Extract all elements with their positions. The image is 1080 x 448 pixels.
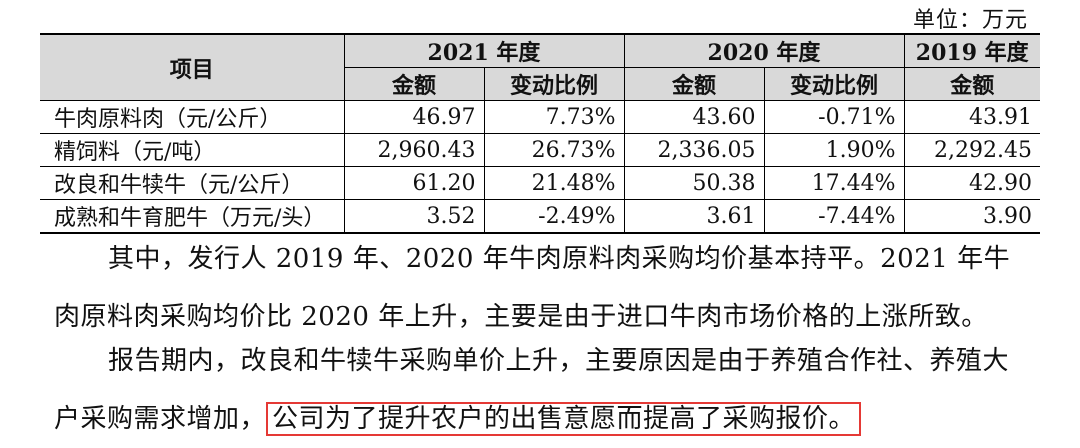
- change-2020: 17.44%: [763, 166, 905, 200]
- amount-2020: 3.61: [623, 199, 765, 233]
- header-year-2019: 2019 年度: [903, 34, 1040, 68]
- amount-2019: 2,292.45: [903, 133, 1040, 167]
- row-item: 牛肉原料肉（元/公斤）: [40, 100, 345, 134]
- amount-2019: 3.90: [903, 199, 1040, 233]
- change-2020: 1.90%: [763, 133, 905, 167]
- table-row: 精饲料（元/吨） 2,960.43 26.73% 2,336.05 1.90% …: [40, 133, 1040, 167]
- amount-2021: 3.52: [343, 199, 485, 233]
- header-year-2020: 2020 年度: [623, 34, 905, 68]
- paragraph-1: 其中，发行人 2019 年、2020 年牛肉原料肉采购均价基本持平。2021 年…: [54, 230, 1034, 346]
- table-row: 改良和牛犊牛（元/公斤） 61.20 21.48% 50.38 17.44% 4…: [40, 166, 1040, 200]
- subheader-amount: 金额: [903, 67, 1040, 101]
- subheader-amount: 金额: [344, 67, 485, 101]
- amount-2020: 43.60: [623, 100, 765, 134]
- paragraph-1-text: 其中，发行人 2019 年、2020 年牛肉原料肉采购均价基本持平。2021 年…: [54, 244, 1011, 332]
- amount-2021: 46.97: [343, 100, 485, 134]
- header-item: 项目: [40, 34, 345, 101]
- subheader-amount: 金额: [623, 67, 765, 101]
- change-2021: 7.73%: [483, 100, 625, 134]
- table-row: 成熟和牛育肥牛（万元/头） 3.52 -2.49% 3.61 -7.44% 3.…: [40, 199, 1040, 233]
- subheader-change: 变动比例: [483, 67, 625, 101]
- amount-2019: 42.90: [903, 166, 1040, 200]
- change-2020: -0.71%: [763, 100, 905, 134]
- change-2021: 26.73%: [483, 133, 625, 167]
- change-2021: 21.48%: [483, 166, 625, 200]
- table-subheader-row: 金额 变动比例 金额 变动比例 金额: [40, 67, 1040, 101]
- paragraph-2-text: 报告期内，改良和牛犊牛采购单价上升，主要原因是由于养殖合作社、养殖大户采购需求增…: [54, 346, 1010, 434]
- amount-2020: 50.38: [623, 166, 765, 200]
- paragraph-2: 报告期内，改良和牛犊牛采购单价上升，主要原因是由于养殖合作社、养殖大户采购需求增…: [54, 332, 1034, 448]
- row-item: 成熟和牛育肥牛（万元/头）: [40, 199, 345, 233]
- purchase-price-table: 项目 2021 年度 2020 年度 2019 年度 金额 变动比例 金额 变动…: [40, 33, 1040, 234]
- table-row: 牛肉原料肉（元/公斤） 46.97 7.73% 43.60 -0.71% 43.…: [40, 100, 1040, 134]
- unit-label: 单位：万元: [912, 8, 1028, 33]
- header-year-2021: 2021 年度: [343, 34, 625, 68]
- amount-2021: 61.20: [343, 166, 485, 200]
- subheader-change: 变动比例: [763, 67, 905, 101]
- row-item: 改良和牛犊牛（元/公斤）: [40, 166, 345, 200]
- change-2021: -2.49%: [483, 199, 625, 233]
- row-item: 精饲料（元/吨）: [40, 133, 345, 167]
- amount-2021: 2,960.43: [343, 133, 485, 167]
- highlighted-sentence: 公司为了提升农户的出售意愿而提高了采购报价。: [266, 402, 862, 436]
- amount-2020: 2,336.05: [623, 133, 765, 167]
- change-2020: -7.44%: [763, 199, 905, 233]
- amount-2019: 43.91: [903, 100, 1040, 134]
- table-header-row: 项目 2021 年度 2020 年度 2019 年度: [40, 34, 1040, 101]
